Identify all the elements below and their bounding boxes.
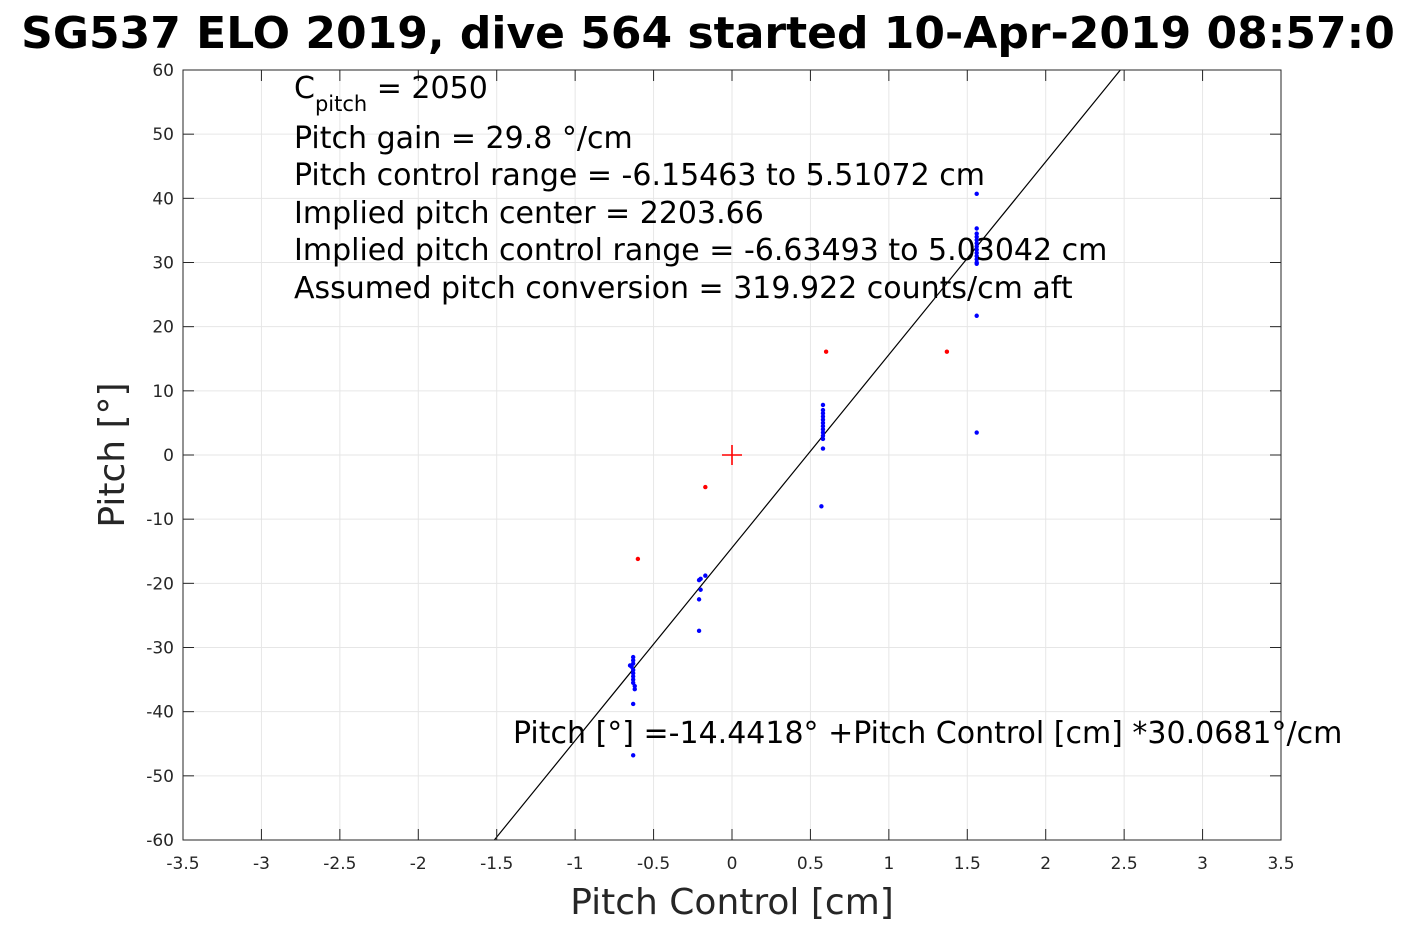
y-tick-label: 20 — [152, 318, 174, 338]
data-points — [627, 191, 979, 758]
x-tick-label: 0.5 — [797, 854, 824, 874]
blue-data-point — [974, 191, 979, 197]
implied-pitch-control-range-annotation: Implied pitch control range = -6.63493 t… — [294, 233, 1107, 268]
cpitch-value: = 2050 — [367, 71, 488, 106]
fit-line-group — [493, 69, 1121, 841]
blue-data-point — [974, 231, 979, 236]
blue-data-point — [696, 628, 702, 634]
x-tick-label: -2 — [410, 854, 427, 874]
x-tick-label: 3.5 — [1267, 854, 1294, 874]
blue-data-point — [974, 241, 979, 246]
blue-data-point — [630, 658, 636, 663]
blue-data-point — [820, 430, 826, 435]
blue-data-point — [820, 402, 826, 408]
blue-data-point — [632, 687, 637, 692]
x-tick-label: -3 — [253, 854, 270, 874]
y-tick-label: 30 — [152, 254, 174, 274]
blue-data-point — [630, 753, 636, 758]
blue-data-point — [820, 407, 826, 413]
blue-data-point — [703, 573, 708, 578]
red-data-point — [635, 556, 641, 562]
fit-equation-annotation: Pitch [°] =-14.4418° +Pitch Control [cm]… — [513, 716, 1342, 751]
y-tick-label: 10 — [152, 382, 174, 402]
cpitch-subscript: pitch — [315, 92, 367, 116]
x-tick-label: -3.5 — [166, 854, 199, 874]
blue-data-point — [820, 433, 826, 438]
pitch-control-range-annotation: Pitch control range = -6.15463 to 5.5107… — [294, 158, 985, 193]
blue-data-point — [974, 244, 979, 249]
y-tick-label: -20 — [146, 574, 174, 594]
blue-data-point — [698, 587, 703, 592]
x-tick-label: -1.5 — [480, 854, 513, 874]
x-tick-label: -2.5 — [323, 854, 356, 874]
y-tick-label: -50 — [146, 767, 174, 787]
x-tick-label: 3 — [1197, 854, 1208, 874]
blue-data-point — [630, 654, 636, 660]
blue-data-point — [820, 417, 826, 422]
x-tick-label: 2.5 — [1111, 854, 1138, 874]
pitch-gain-annotation: Pitch gain = 29.8 °/cm — [294, 121, 633, 156]
blue-data-point — [630, 661, 636, 666]
blue-data-point — [632, 683, 637, 689]
y-tick-label: 0 — [163, 446, 174, 466]
y-tick-labels: 60 50 40 30 20 10 0 -10 -20 -30 -40 -50 -60 — [146, 61, 174, 851]
blue-data-point — [696, 597, 702, 602]
x-tick-label: -1 — [567, 854, 584, 874]
blue-data-point — [820, 427, 826, 432]
blue-data-point — [974, 261, 979, 266]
y-tick-label: 60 — [152, 61, 174, 81]
x-tick-label: -0.5 — [637, 854, 670, 874]
y-axis-label: Pitch [°] — [92, 382, 133, 527]
chart-title: SG537 ELO 2019, dive 564 started 10-Apr-… — [21, 8, 1395, 59]
y-tick-label: 50 — [152, 125, 174, 145]
y-tick-label: -10 — [146, 510, 174, 530]
assumed-pitch-conversion-annotation: Assumed pitch conversion = 319.922 count… — [294, 271, 1073, 306]
x-axis-label: Pitch Control [cm] — [570, 882, 894, 923]
center-marker-group — [722, 445, 742, 465]
x-tick-label: 2 — [1040, 854, 1051, 874]
blue-data-point — [974, 313, 979, 318]
blue-data-point — [630, 677, 636, 682]
x-tick-label: 0 — [727, 854, 738, 874]
blue-data-point — [820, 411, 826, 416]
blue-data-point — [820, 423, 826, 429]
blue-data-point — [630, 667, 636, 673]
blue-data-point — [974, 250, 979, 256]
blue-data-point — [974, 237, 979, 243]
blue-data-point — [974, 247, 979, 252]
blue-data-point — [820, 436, 826, 442]
red-data-point — [823, 349, 829, 354]
fit-line — [493, 69, 1121, 841]
blue-data-point — [820, 446, 826, 451]
blue-data-point — [820, 420, 826, 426]
cpitch-letter: C — [294, 71, 315, 106]
implied-pitch-center-annotation: Implied pitch center = 2203.66 — [294, 196, 764, 231]
axis-ticks — [182, 69, 1282, 841]
blue-data-point — [974, 257, 979, 262]
blue-data-point — [630, 701, 636, 707]
blue-data-point — [974, 226, 979, 231]
red-data-point — [944, 349, 950, 354]
blue-data-point — [820, 414, 826, 419]
blue-data-point — [630, 674, 636, 679]
red-data-point — [703, 484, 708, 490]
blue-data-point — [630, 670, 636, 676]
blue-data-point — [974, 430, 979, 435]
annotation-block: Cpitch = 2050 Pitch gain = 29.8 °/cm Pit… — [294, 71, 1342, 751]
y-tick-label: -60 — [146, 831, 174, 851]
blue-data-point — [698, 576, 703, 582]
x-tick-label: 1 — [883, 854, 894, 874]
x-tick-labels: -3.5 -3 -2.5 -2 -1.5 -1 -0.5 0 0.5 1 1.5 2 2.5 3 3.5 — [166, 854, 1294, 874]
y-tick-label: -40 — [146, 703, 174, 723]
y-tick-label: 40 — [152, 189, 174, 209]
cpitch-annotation: Cpitch = 2050 — [294, 71, 488, 116]
blue-data-point — [819, 504, 824, 509]
blue-data-point — [974, 253, 979, 259]
y-tick-label: -30 — [146, 639, 174, 659]
blue-data-point — [974, 234, 979, 240]
x-tick-label: 1.5 — [954, 854, 981, 874]
